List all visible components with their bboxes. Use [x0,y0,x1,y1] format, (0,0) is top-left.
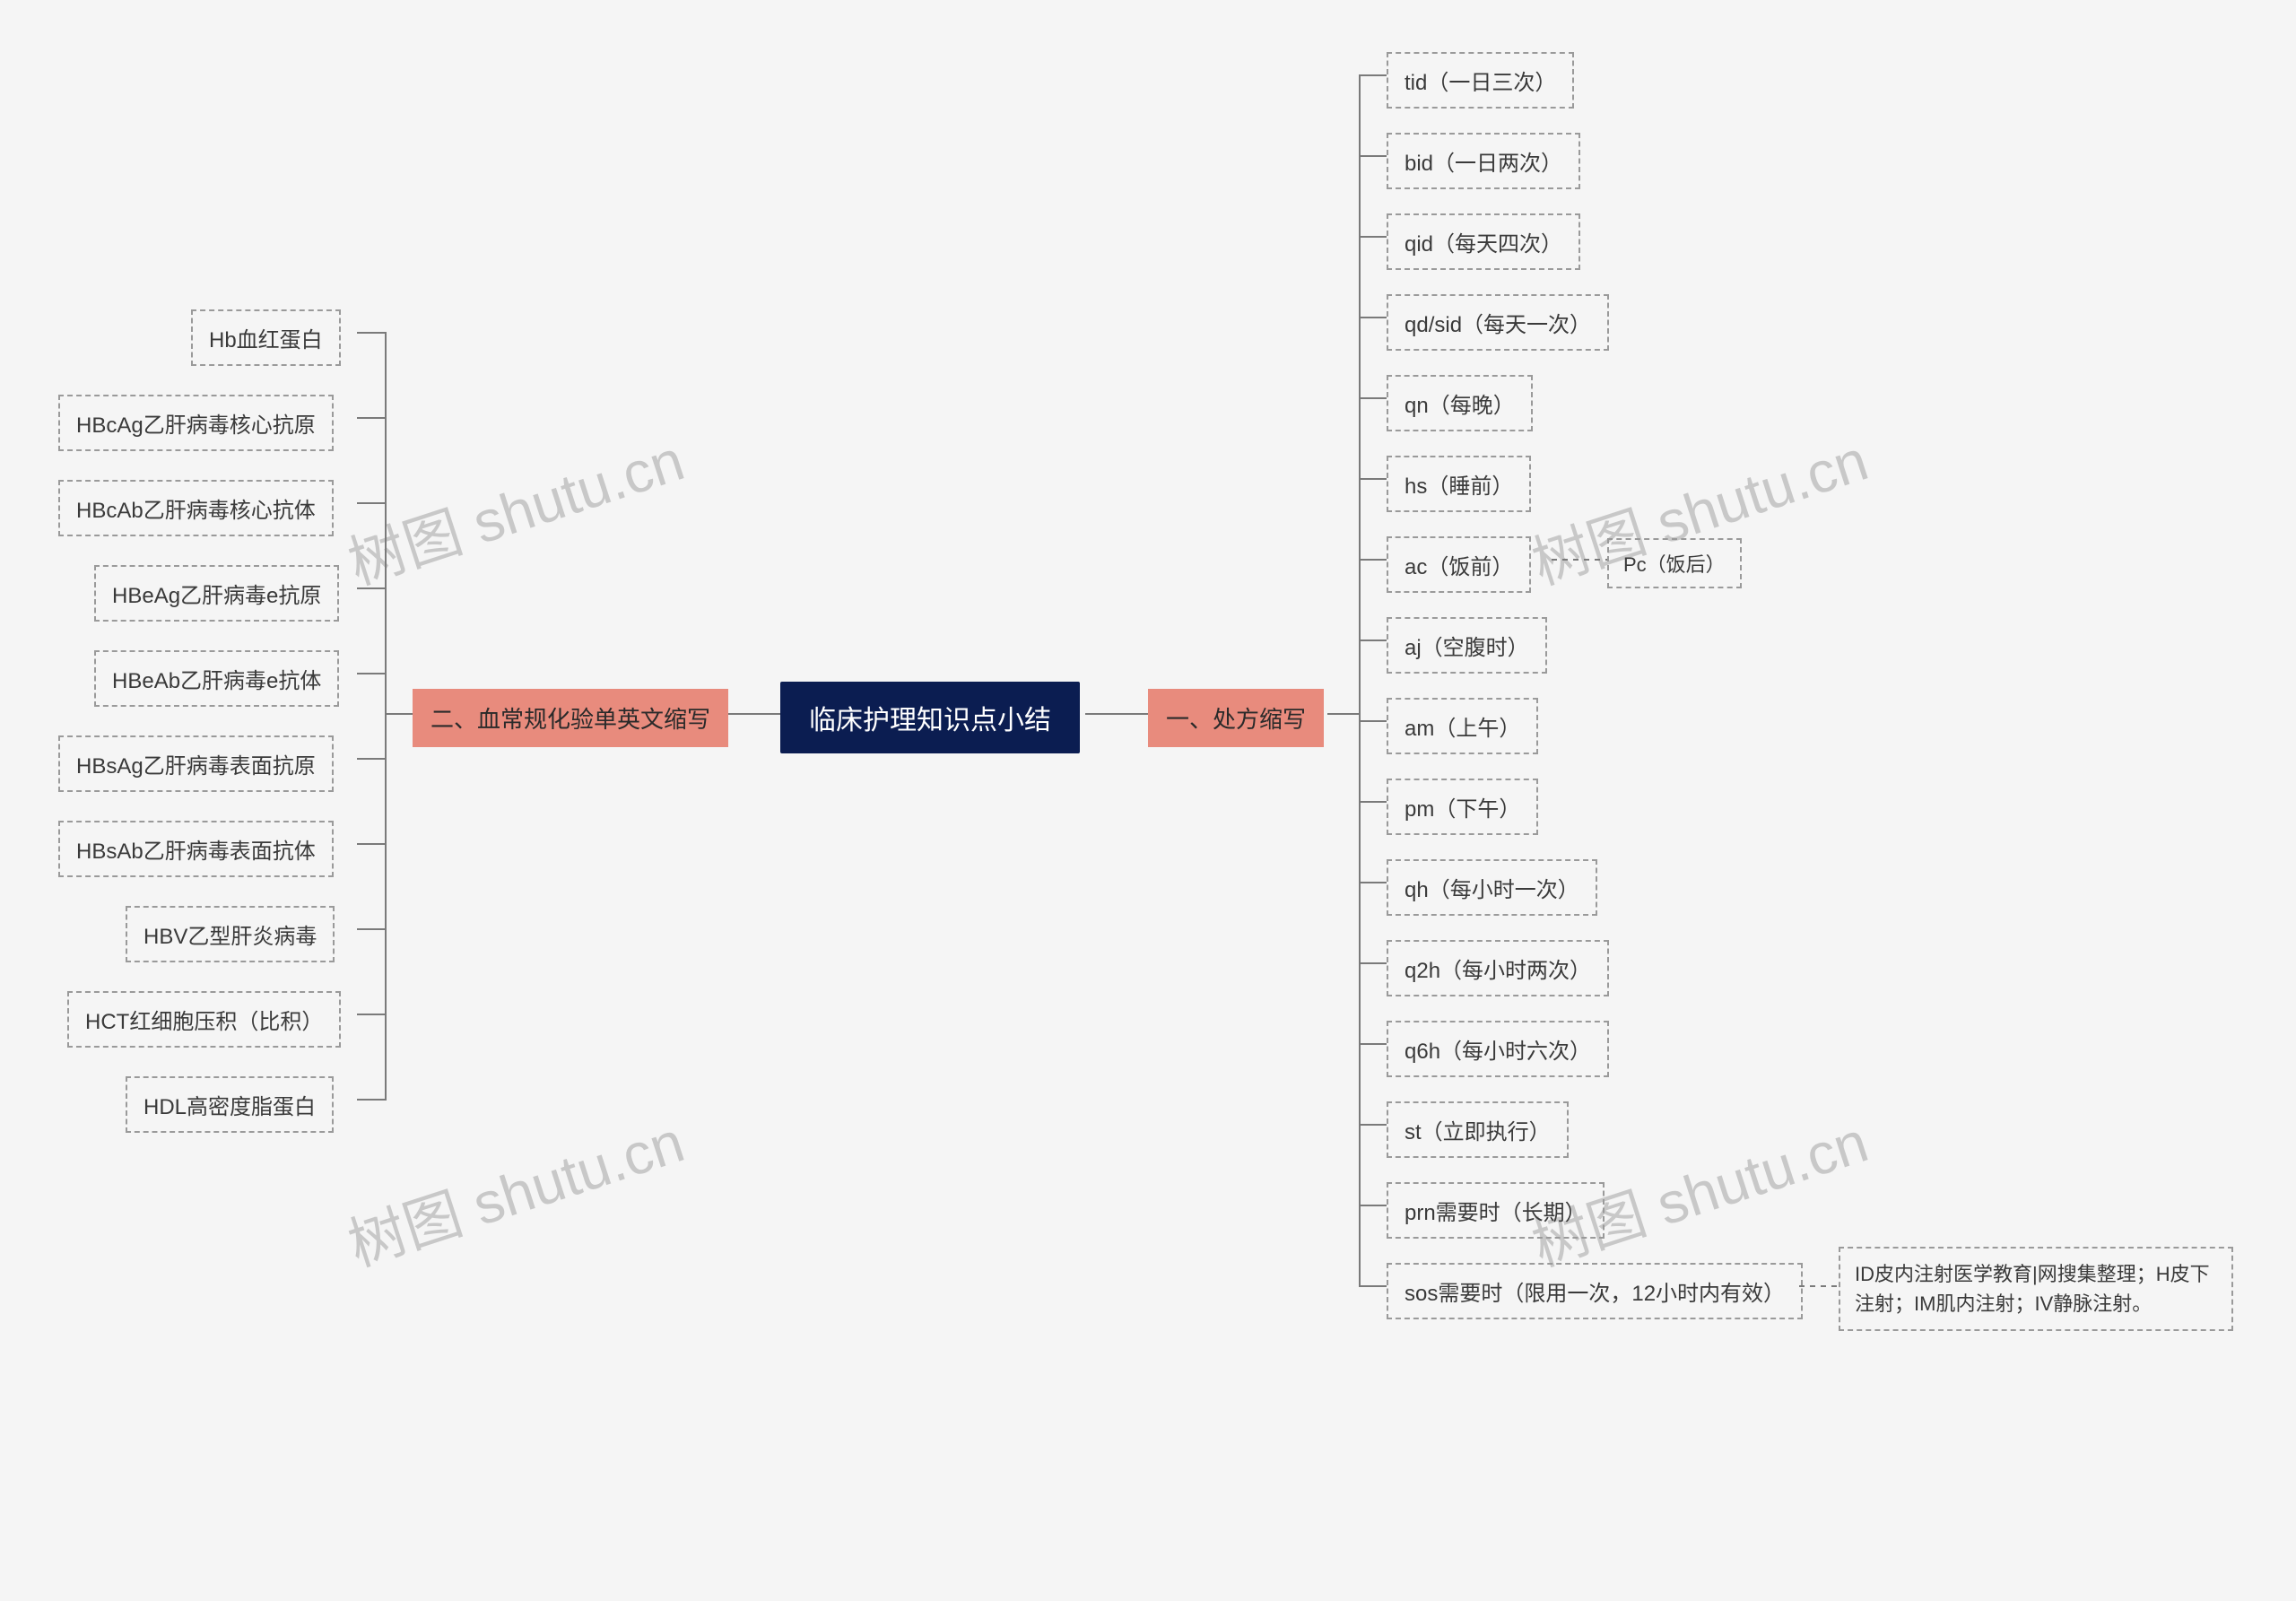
branch-prescriptions: 一、处方缩写 [1148,689,1324,747]
leaf-hbv: HBV乙型肝炎病毒 [126,906,335,962]
leaf-pm: pm（下午） [1387,779,1538,835]
leaf-hbsab: HBsAb乙肝病毒表面抗体 [58,821,334,877]
leaf-hbsag: HBsAg乙肝病毒表面抗原 [58,735,334,792]
leaf-bid: bid（一日两次） [1387,133,1580,189]
leaf-hbeag: HBeAg乙肝病毒e抗原 [94,565,339,622]
leaf-st: st（立即执行） [1387,1101,1569,1158]
leaf-qn: qn（每晚） [1387,375,1533,431]
leaf-injection-info: ID皮内注射医学教育|网搜集整理；H皮下注射；IM肌内注射；IV静脉注射。 [1839,1247,2233,1331]
mindmap-center: 临床护理知识点小结 [780,682,1080,753]
leaf-qid: qid（每天四次） [1387,213,1580,270]
leaf-tid: tid（一日三次） [1387,52,1574,109]
leaf-hdl: HDL高密度脂蛋白 [126,1076,334,1133]
leaf-qd-sid: qd/sid（每天一次） [1387,294,1609,351]
leaf-hbcag: HBcAg乙肝病毒核心抗原 [58,395,334,451]
leaf-q2h: q2h（每小时两次） [1387,940,1609,996]
leaf-q6h: q6h（每小时六次） [1387,1021,1609,1077]
branch-bloodtest: 二、血常规化验单英文缩写 [413,689,728,747]
leaf-hbeab: HBeAb乙肝病毒e抗体 [94,650,339,707]
leaf-qh: qh（每小时一次） [1387,859,1597,916]
mindmap-connectors [0,0,2296,1601]
watermark: 树图 shutu.cn [336,414,692,600]
leaf-hb: Hb血红蛋白 [191,309,341,366]
leaf-hct: HCT红细胞压积（比积） [67,991,341,1048]
leaf-hbcab: HBcAb乙肝病毒核心抗体 [58,480,334,536]
leaf-ac: ac（饭前） [1387,536,1531,593]
leaf-sos: sos需要时（限用一次，12小时内有效） [1387,1263,1803,1319]
leaf-pc: Pc（饭后） [1607,538,1742,588]
leaf-aj: aj（空腹时） [1387,617,1547,674]
leaf-prn: prn需要时（长期） [1387,1182,1605,1239]
leaf-am: am（上午） [1387,698,1538,754]
leaf-hs: hs（睡前） [1387,456,1531,512]
watermark: 树图 shutu.cn [336,1096,692,1282]
